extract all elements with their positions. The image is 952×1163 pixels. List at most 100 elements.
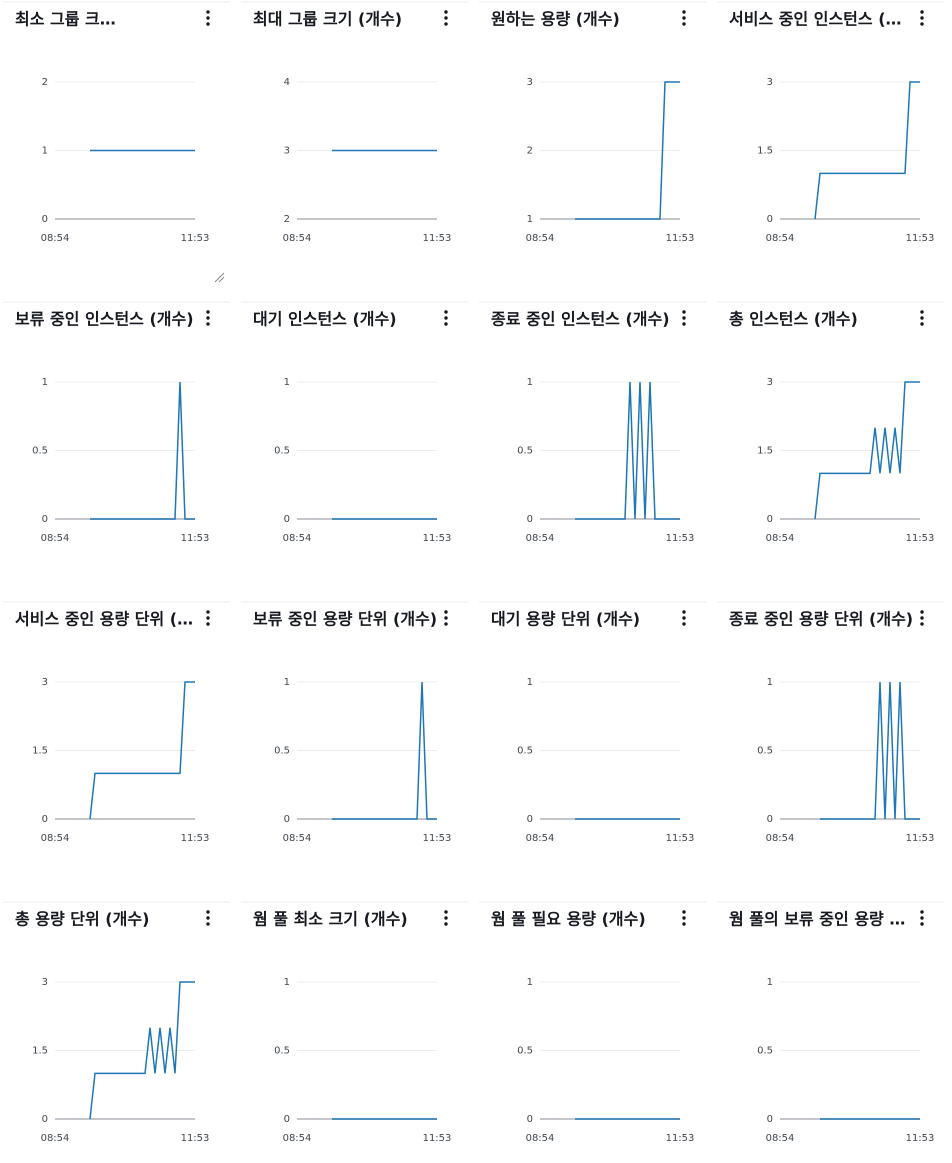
x-tick-label: 08:54 [766, 233, 795, 244]
x-tick-label: 11:53 [423, 833, 452, 844]
chart-title: 원하는 용량 (개수) [491, 10, 620, 29]
x-tick-label: 11:53 [666, 533, 695, 544]
y-tick-label: 0 [42, 514, 48, 525]
menu-dot[interactable] [444, 22, 448, 26]
x-tick-label: 11:53 [181, 833, 210, 844]
x-tick-label: 08:54 [41, 1133, 70, 1144]
menu-dot[interactable] [206, 316, 210, 320]
menu-dot[interactable] [444, 622, 448, 626]
menu-dot[interactable] [682, 16, 686, 20]
menu-dot[interactable] [206, 922, 210, 926]
chart-title: 최대 그룹 크기 (개수) [253, 10, 402, 29]
x-tick-label: 11:53 [423, 1133, 452, 1144]
menu-dot[interactable] [920, 622, 924, 626]
x-tick-label: 08:54 [41, 833, 70, 844]
y-tick-label: 0 [527, 814, 533, 825]
menu-dot[interactable] [444, 10, 448, 14]
menu-dot[interactable] [682, 10, 686, 14]
data-line [90, 381, 195, 520]
x-tick-label: 11:53 [906, 533, 935, 544]
y-tick-label: 2 [527, 146, 533, 157]
menu-dot[interactable] [206, 322, 210, 326]
menu-dot[interactable] [206, 916, 210, 920]
y-tick-label: 1 [284, 977, 290, 988]
x-tick-label: 08:54 [283, 833, 312, 844]
menu-dot[interactable] [444, 922, 448, 926]
y-tick-label: 0.5 [32, 446, 48, 457]
y-tick-label: 0.5 [517, 446, 533, 457]
menu-dot[interactable] [444, 616, 448, 620]
menu-dot[interactable] [682, 22, 686, 26]
menu-dot[interactable] [682, 610, 686, 614]
menu-dot[interactable] [206, 22, 210, 26]
chart-title: 보류 중인 인스턴스 (개수) [15, 310, 194, 329]
menu-dot[interactable] [206, 622, 210, 626]
menu-dot[interactable] [682, 622, 686, 626]
x-tick-label: 11:53 [906, 1133, 935, 1144]
menu-dot[interactable] [206, 610, 210, 614]
y-tick-label: 0 [767, 1114, 773, 1125]
menu-dot[interactable] [444, 316, 448, 320]
x-tick-label: 08:54 [283, 533, 312, 544]
y-tick-label: 0 [767, 514, 773, 525]
y-tick-label: 1 [527, 214, 533, 225]
y-tick-label: 1 [527, 377, 533, 388]
menu-dot[interactable] [444, 916, 448, 920]
x-tick-label: 11:53 [906, 233, 935, 244]
y-tick-label: 0 [527, 514, 533, 525]
menu-dot[interactable] [444, 16, 448, 20]
x-tick-label: 11:53 [423, 533, 452, 544]
menu-dot[interactable] [444, 910, 448, 914]
menu-dot[interactable] [920, 310, 924, 314]
x-tick-label: 11:53 [423, 233, 452, 244]
chart-title: 웜 풀 최소 크기 (개수) [253, 910, 408, 929]
menu-dot[interactable] [444, 322, 448, 326]
x-tick-label: 08:54 [766, 1133, 795, 1144]
y-tick-label: 3 [767, 77, 773, 88]
menu-dot[interactable] [444, 310, 448, 314]
menu-dot[interactable] [682, 910, 686, 914]
y-tick-label: 0 [284, 514, 290, 525]
chart-title: 대기 용량 단위 (개수) [491, 610, 640, 629]
menu-dot[interactable] [206, 910, 210, 914]
menu-dot[interactable] [920, 910, 924, 914]
y-tick-label: 0 [284, 814, 290, 825]
menu-dot[interactable] [682, 322, 686, 326]
y-tick-label: 1.5 [757, 446, 773, 457]
chart-title: 최소 그룹 크… [15, 10, 116, 29]
menu-dot[interactable] [682, 310, 686, 314]
chart-title: 대기 인스턴스 (개수) [253, 310, 397, 329]
menu-dot[interactable] [444, 610, 448, 614]
menu-dot[interactable] [206, 616, 210, 620]
menu-dot[interactable] [920, 10, 924, 14]
data-line [89, 981, 195, 1120]
x-tick-label: 11:53 [666, 833, 695, 844]
menu-dot[interactable] [206, 310, 210, 314]
menu-dot[interactable] [206, 16, 210, 20]
menu-dot[interactable] [920, 616, 924, 620]
x-tick-label: 08:54 [41, 233, 70, 244]
menu-dot[interactable] [920, 316, 924, 320]
menu-dot[interactable] [920, 610, 924, 614]
menu-dot[interactable] [682, 616, 686, 620]
menu-dot[interactable] [682, 316, 686, 320]
y-tick-label: 0 [42, 814, 48, 825]
menu-dot[interactable] [682, 922, 686, 926]
chart-title: 총 인스턴스 (개수) [729, 310, 858, 329]
y-tick-label: 0 [527, 1114, 533, 1125]
y-tick-label: 0 [284, 1114, 290, 1125]
y-tick-label: 2 [284, 214, 290, 225]
y-tick-label: 2 [42, 77, 48, 88]
resize-handle[interactable] [214, 272, 225, 283]
menu-dot[interactable] [206, 10, 210, 14]
menu-dot[interactable] [920, 916, 924, 920]
x-tick-label: 08:54 [766, 833, 795, 844]
y-tick-label: 0.5 [517, 746, 533, 757]
menu-dot[interactable] [920, 922, 924, 926]
menu-dot[interactable] [920, 22, 924, 26]
chart-title: 종료 중인 용량 단위 (개수) [729, 610, 913, 629]
x-tick-label: 08:54 [526, 233, 555, 244]
menu-dot[interactable] [920, 16, 924, 20]
menu-dot[interactable] [682, 916, 686, 920]
menu-dot[interactable] [920, 322, 924, 326]
